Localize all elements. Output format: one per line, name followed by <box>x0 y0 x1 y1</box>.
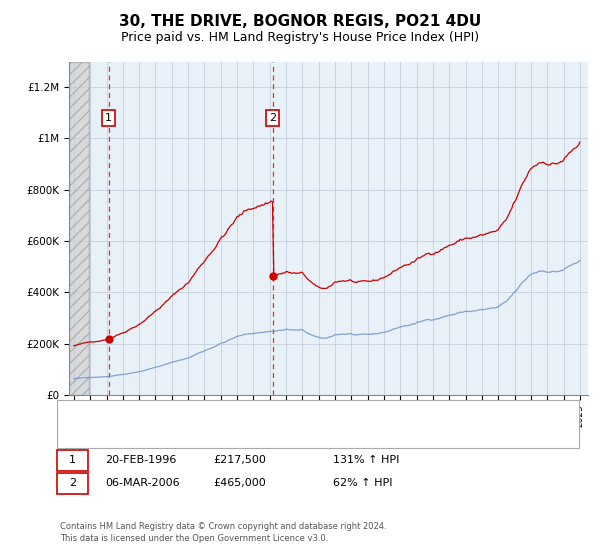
Text: Contains HM Land Registry data © Crown copyright and database right 2024.
This d: Contains HM Land Registry data © Crown c… <box>60 522 386 543</box>
Text: Price paid vs. HM Land Registry's House Price Index (HPI): Price paid vs. HM Land Registry's House … <box>121 31 479 44</box>
Text: —: — <box>78 406 95 424</box>
Text: 2: 2 <box>269 113 276 123</box>
Text: —: — <box>78 424 95 442</box>
Text: 62% ↑ HPI: 62% ↑ HPI <box>333 478 392 488</box>
Text: £217,500: £217,500 <box>213 455 266 465</box>
Text: 1: 1 <box>69 455 76 465</box>
Text: HPI: Average price, detached house, Arun: HPI: Average price, detached house, Arun <box>99 428 303 438</box>
Text: 06-MAR-2006: 06-MAR-2006 <box>105 478 179 488</box>
Bar <box>69 62 89 395</box>
Text: 30, THE DRIVE, BOGNOR REGIS, PO21 4DU: 30, THE DRIVE, BOGNOR REGIS, PO21 4DU <box>119 14 481 29</box>
Text: 2: 2 <box>69 478 76 488</box>
Text: £465,000: £465,000 <box>213 478 266 488</box>
Text: 1: 1 <box>105 113 112 123</box>
Text: 20-FEB-1996: 20-FEB-1996 <box>105 455 176 465</box>
Text: 30, THE DRIVE, BOGNOR REGIS, PO21 4DU (detached house): 30, THE DRIVE, BOGNOR REGIS, PO21 4DU (d… <box>99 410 398 420</box>
Text: 131% ↑ HPI: 131% ↑ HPI <box>333 455 400 465</box>
